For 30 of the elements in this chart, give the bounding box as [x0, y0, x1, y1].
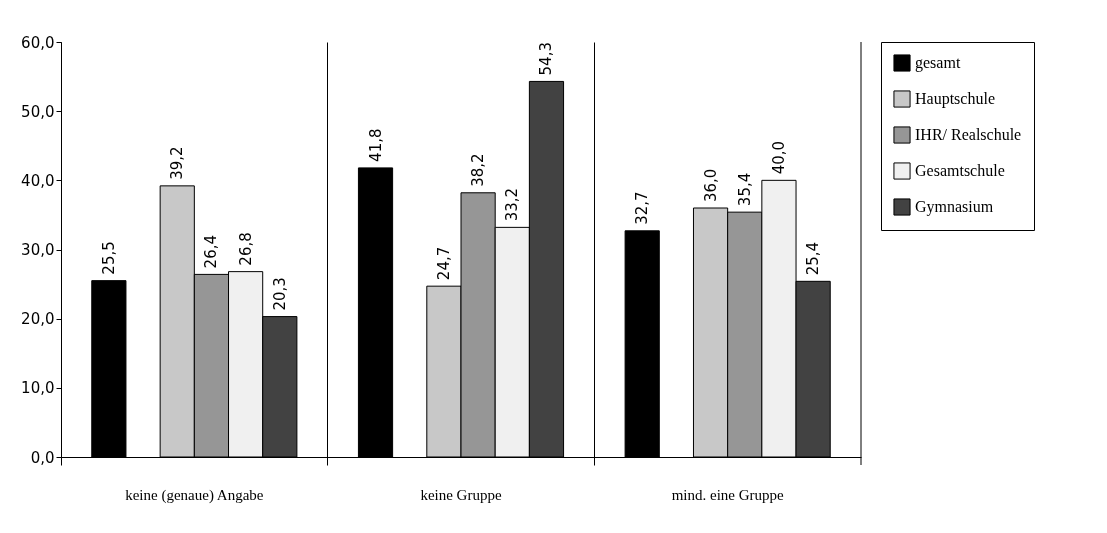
data-label: 36,0 — [701, 168, 720, 202]
data-label: 26,4 — [202, 234, 221, 269]
y-tick-label: 40,0 — [21, 171, 55, 190]
y-tick-label: 60,0 — [21, 33, 55, 52]
data-label: 32,7 — [633, 191, 652, 225]
data-label: 41,8 — [366, 128, 385, 162]
data-label: 25,5 — [99, 241, 118, 275]
data-label: 26,8 — [236, 232, 255, 266]
legend-label: IHR/ Realschule — [915, 126, 1022, 143]
legend-label: Gesamtschule — [915, 162, 1005, 179]
data-label: 40,0 — [769, 140, 788, 175]
x-tick-label: keine (genaue) Angabe — [125, 486, 264, 504]
x-tick-label: keine Gruppe — [420, 486, 502, 503]
data-label: 38,2 — [469, 153, 488, 187]
legend-label: gesamt — [915, 54, 961, 72]
legend-label: Hauptschule — [915, 90, 995, 108]
y-tick-label: 0,0 — [30, 448, 55, 467]
legend-label: Gymnasium — [915, 198, 994, 216]
data-label: 20,3 — [270, 277, 289, 311]
y-tick-label: 10,0 — [21, 379, 55, 398]
data-label: 39,2 — [168, 146, 187, 180]
y-tick-label: 50,0 — [21, 102, 55, 121]
y-tick-label: 20,0 — [21, 310, 55, 329]
data-label: 33,2 — [503, 187, 522, 222]
y-tick-label: 30,0 — [21, 241, 55, 259]
data-label: 25,4 — [804, 241, 823, 276]
data-label: 35,4 — [735, 172, 754, 207]
x-tick-label: mind. eine Gruppe — [671, 486, 785, 503]
data-label: 54,3 — [537, 42, 556, 76]
data-label: 24,7 — [434, 246, 453, 281]
